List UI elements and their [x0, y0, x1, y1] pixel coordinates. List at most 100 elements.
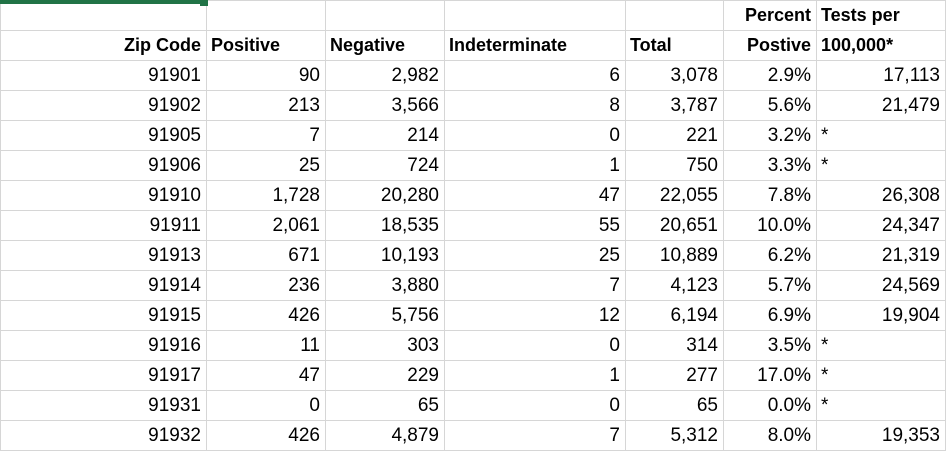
positive-cell[interactable]: 11 — [206, 330, 326, 361]
zip-code-cell[interactable]: 91902 — [0, 90, 207, 121]
zip-code-cell[interactable]: 91932 — [0, 420, 207, 451]
negative-cell[interactable]: 10,193 — [325, 240, 445, 271]
indeterminate-cell[interactable]: 47 — [444, 180, 626, 211]
positive-cell[interactable]: 426 — [206, 300, 326, 331]
tests-per-100k-cell[interactable]: * — [816, 390, 946, 421]
indeterminate-cell[interactable]: 0 — [444, 330, 626, 361]
positive-cell[interactable]: 1,728 — [206, 180, 326, 211]
negative-cell[interactable]: 3,880 — [325, 270, 445, 301]
zip-code-cell[interactable]: 91911 — [0, 210, 207, 241]
percent-positive-header-cell[interactable]: Postive — [723, 30, 817, 61]
percent-positive-cell[interactable]: 3.3% — [723, 150, 817, 181]
tests-per-100k-cell[interactable]: 26,308 — [816, 180, 946, 211]
tests-per-100k-cell[interactable]: 21,479 — [816, 90, 946, 121]
negative-cell[interactable]: 3,566 — [325, 90, 445, 121]
percent-positive-cell[interactable]: 6.9% — [723, 300, 817, 331]
positive-cell[interactable]: 426 — [206, 420, 326, 451]
total-cell[interactable]: 20,651 — [625, 210, 724, 241]
percent-positive-cell[interactable]: 3.2% — [723, 120, 817, 151]
indeterminate-header-cell[interactable]: Indeterminate — [444, 30, 626, 61]
negative-cell[interactable]: 2,982 — [325, 60, 445, 91]
total-cell[interactable]: 221 — [625, 120, 724, 151]
zip-code-cell[interactable]: 91931 — [0, 390, 207, 421]
total-cell[interactable]: 3,078 — [625, 60, 724, 91]
zip-code-cell[interactable]: 91905 — [0, 120, 207, 151]
percent-header-cell[interactable]: Percent — [723, 0, 817, 31]
cell[interactable] — [625, 0, 724, 31]
tests-per-100k-cell[interactable]: 21,319 — [816, 240, 946, 271]
positive-header-cell[interactable]: Positive — [206, 30, 326, 61]
total-header-cell[interactable]: Total — [625, 30, 724, 61]
zip-code-cell[interactable]: 91906 — [0, 150, 207, 181]
zip-code-header-cell[interactable]: Zip Code — [0, 30, 207, 61]
indeterminate-cell[interactable]: 0 — [444, 120, 626, 151]
indeterminate-cell[interactable]: 7 — [444, 270, 626, 301]
percent-positive-cell[interactable]: 10.0% — [723, 210, 817, 241]
positive-cell[interactable]: 2,061 — [206, 210, 326, 241]
negative-cell[interactable]: 229 — [325, 360, 445, 391]
negative-cell[interactable]: 20,280 — [325, 180, 445, 211]
positive-cell[interactable]: 47 — [206, 360, 326, 391]
percent-positive-cell[interactable]: 7.8% — [723, 180, 817, 211]
cell[interactable] — [325, 0, 445, 31]
negative-cell[interactable]: 5,756 — [325, 300, 445, 331]
positive-cell[interactable]: 0 — [206, 390, 326, 421]
percent-positive-cell[interactable]: 0.0% — [723, 390, 817, 421]
percent-positive-cell[interactable]: 17.0% — [723, 360, 817, 391]
total-cell[interactable]: 10,889 — [625, 240, 724, 271]
zip-code-cell[interactable]: 91917 — [0, 360, 207, 391]
cell[interactable] — [444, 0, 626, 31]
tests-per-header-cell[interactable]: Tests per — [816, 0, 946, 31]
cell[interactable] — [206, 0, 326, 31]
percent-positive-cell[interactable]: 5.6% — [723, 90, 817, 121]
zip-code-cell[interactable]: 91910 — [0, 180, 207, 211]
indeterminate-cell[interactable]: 6 — [444, 60, 626, 91]
negative-cell[interactable]: 4,879 — [325, 420, 445, 451]
indeterminate-cell[interactable]: 1 — [444, 360, 626, 391]
tests-per-100k-cell[interactable]: 19,353 — [816, 420, 946, 451]
fill-handle[interactable] — [200, 0, 208, 6]
indeterminate-cell[interactable]: 7 — [444, 420, 626, 451]
cell[interactable] — [0, 0, 207, 31]
tests-per-100k-cell[interactable]: 24,347 — [816, 210, 946, 241]
negative-cell[interactable]: 724 — [325, 150, 445, 181]
zip-code-cell[interactable]: 91914 — [0, 270, 207, 301]
tests-per-100k-cell[interactable]: * — [816, 360, 946, 391]
tests-per-100k-cell[interactable]: 17,113 — [816, 60, 946, 91]
zip-code-cell[interactable]: 91913 — [0, 240, 207, 271]
negative-cell[interactable]: 303 — [325, 330, 445, 361]
indeterminate-cell[interactable]: 25 — [444, 240, 626, 271]
positive-cell[interactable]: 7 — [206, 120, 326, 151]
negative-cell[interactable]: 18,535 — [325, 210, 445, 241]
indeterminate-cell[interactable]: 8 — [444, 90, 626, 121]
tests-per-100k-cell[interactable]: * — [816, 120, 946, 151]
total-cell[interactable]: 5,312 — [625, 420, 724, 451]
indeterminate-cell[interactable]: 1 — [444, 150, 626, 181]
positive-cell[interactable]: 236 — [206, 270, 326, 301]
indeterminate-cell[interactable]: 12 — [444, 300, 626, 331]
total-cell[interactable]: 22,055 — [625, 180, 724, 211]
indeterminate-cell[interactable]: 0 — [444, 390, 626, 421]
negative-header-cell[interactable]: Negative — [325, 30, 445, 61]
indeterminate-cell[interactable]: 55 — [444, 210, 626, 241]
total-cell[interactable]: 6,194 — [625, 300, 724, 331]
zip-code-cell[interactable]: 91915 — [0, 300, 207, 331]
positive-cell[interactable]: 671 — [206, 240, 326, 271]
zip-code-cell[interactable]: 91901 — [0, 60, 207, 91]
positive-cell[interactable]: 25 — [206, 150, 326, 181]
total-cell[interactable]: 65 — [625, 390, 724, 421]
percent-positive-cell[interactable]: 6.2% — [723, 240, 817, 271]
tests-per-100k-cell[interactable]: 19,904 — [816, 300, 946, 331]
total-cell[interactable]: 4,123 — [625, 270, 724, 301]
total-cell[interactable]: 314 — [625, 330, 724, 361]
percent-positive-cell[interactable]: 2.9% — [723, 60, 817, 91]
tests-per-100k-cell[interactable]: * — [816, 330, 946, 361]
tests-per-100k-header-cell[interactable]: 100,000* — [816, 30, 946, 61]
total-cell[interactable]: 750 — [625, 150, 724, 181]
tests-per-100k-cell[interactable]: 24,569 — [816, 270, 946, 301]
total-cell[interactable]: 277 — [625, 360, 724, 391]
zip-code-cell[interactable]: 91916 — [0, 330, 207, 361]
negative-cell[interactable]: 65 — [325, 390, 445, 421]
percent-positive-cell[interactable]: 3.5% — [723, 330, 817, 361]
positive-cell[interactable]: 213 — [206, 90, 326, 121]
